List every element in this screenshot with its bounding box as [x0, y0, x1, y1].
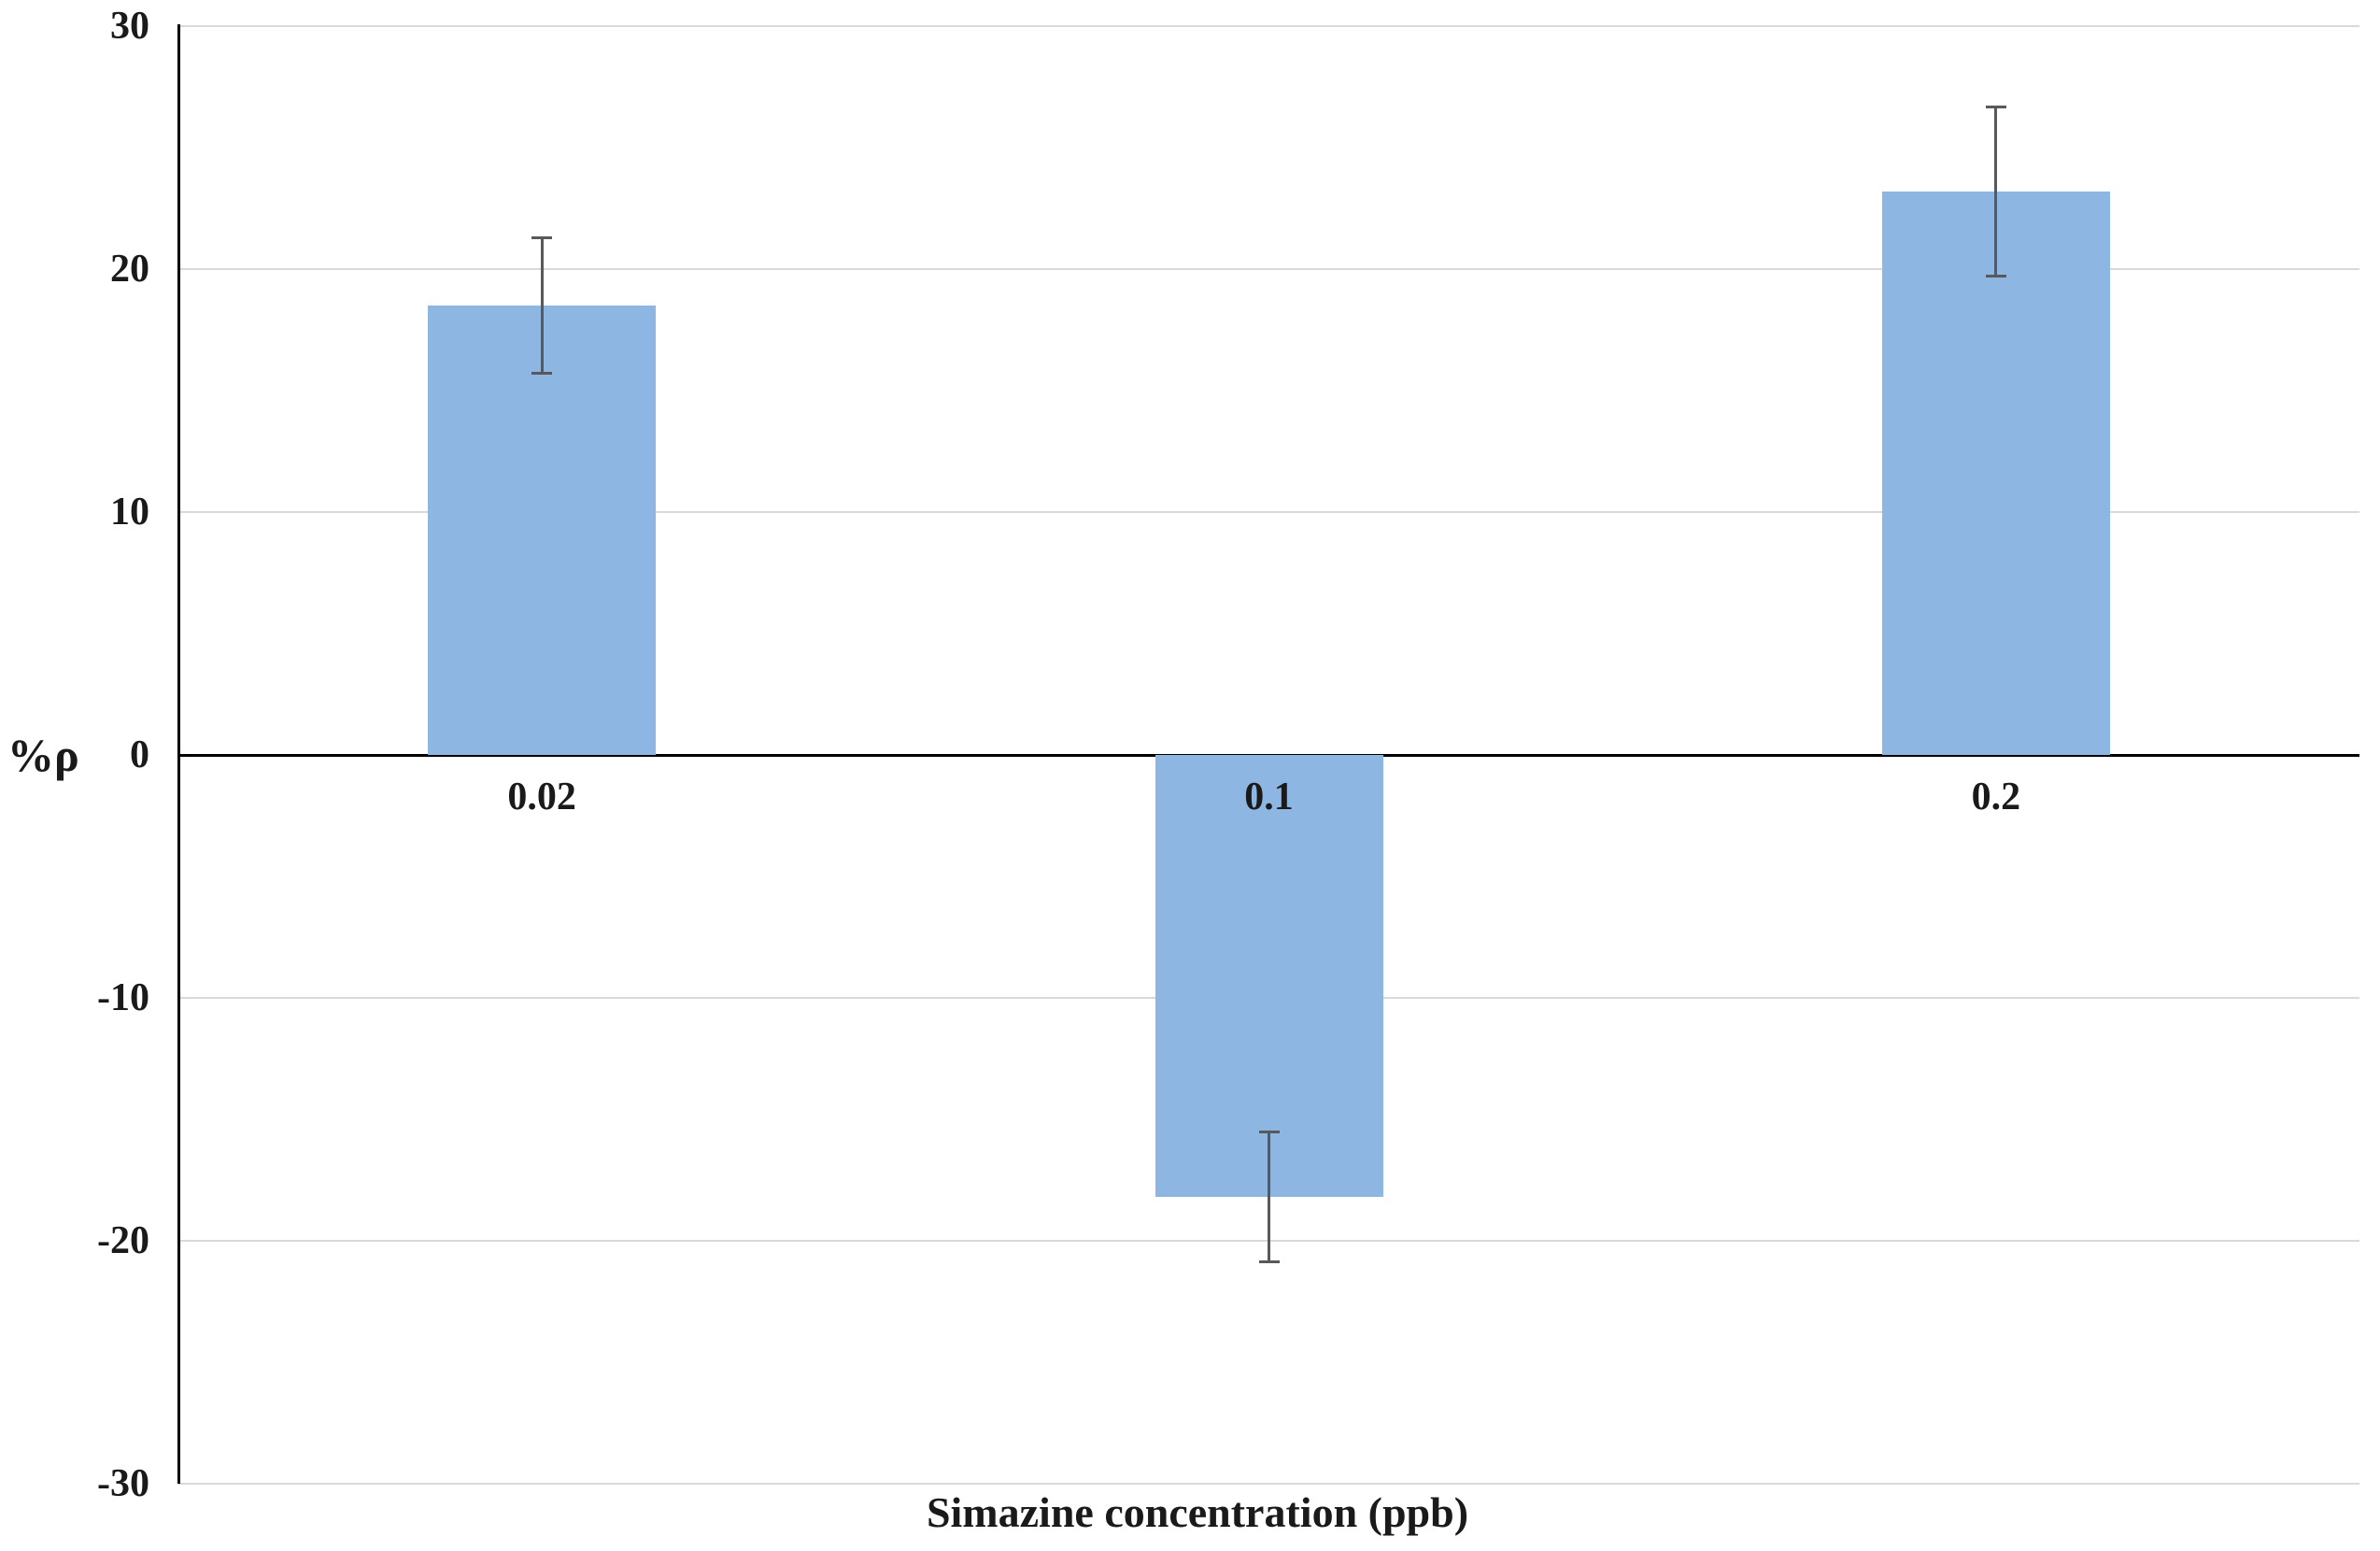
- y-tick-label: -20: [97, 1219, 149, 1262]
- y-tick-label: -10: [97, 976, 149, 1019]
- error-bar-cap-bottom: [531, 371, 553, 375]
- error-bar-cap-bottom: [1258, 1260, 1280, 1264]
- y-axis-title: %ρ: [7, 729, 79, 781]
- y-gridline: [178, 25, 2359, 27]
- error-bar-cap-bottom: [1985, 274, 2006, 277]
- y-axis-line: [177, 24, 180, 1484]
- y-tick-label: 20: [110, 248, 149, 291]
- bar-0.2: [1881, 191, 2110, 755]
- error-bar-cap-top: [531, 236, 553, 240]
- y-gridline: [178, 511, 2359, 513]
- y-gridline: [178, 1483, 2359, 1485]
- category-label: 0.02: [507, 776, 576, 818]
- y-gridline: [178, 268, 2359, 270]
- error-bar-line: [1994, 106, 1998, 277]
- error-bar-line: [1268, 1131, 1270, 1263]
- error-bar-cap-top: [1985, 105, 2006, 108]
- y-tick-label: 0: [130, 733, 149, 776]
- error-bar-line: [540, 237, 544, 374]
- y-tick-label: 30: [110, 5, 149, 48]
- y-tick-label: 10: [110, 491, 149, 534]
- x-axis-title: Simazine concentration (ppb): [926, 1488, 1469, 1536]
- bar-0.1: [1155, 755, 1383, 1198]
- bar-0.02: [428, 306, 657, 755]
- category-label: 0.1: [1244, 776, 1294, 818]
- error-bar-cap-top: [1258, 1131, 1280, 1133]
- category-label: 0.2: [1971, 776, 2021, 818]
- y-tick-label: -30: [97, 1462, 149, 1505]
